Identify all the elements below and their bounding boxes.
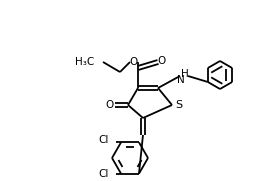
Text: H₃C: H₃C	[75, 57, 94, 67]
Text: Cl: Cl	[99, 169, 109, 179]
Text: O: O	[158, 56, 166, 66]
Text: S: S	[175, 100, 183, 110]
Text: O: O	[105, 100, 113, 110]
Text: H: H	[181, 69, 189, 79]
Text: N: N	[177, 75, 185, 85]
Text: Cl: Cl	[99, 135, 109, 145]
Text: O: O	[130, 57, 138, 67]
